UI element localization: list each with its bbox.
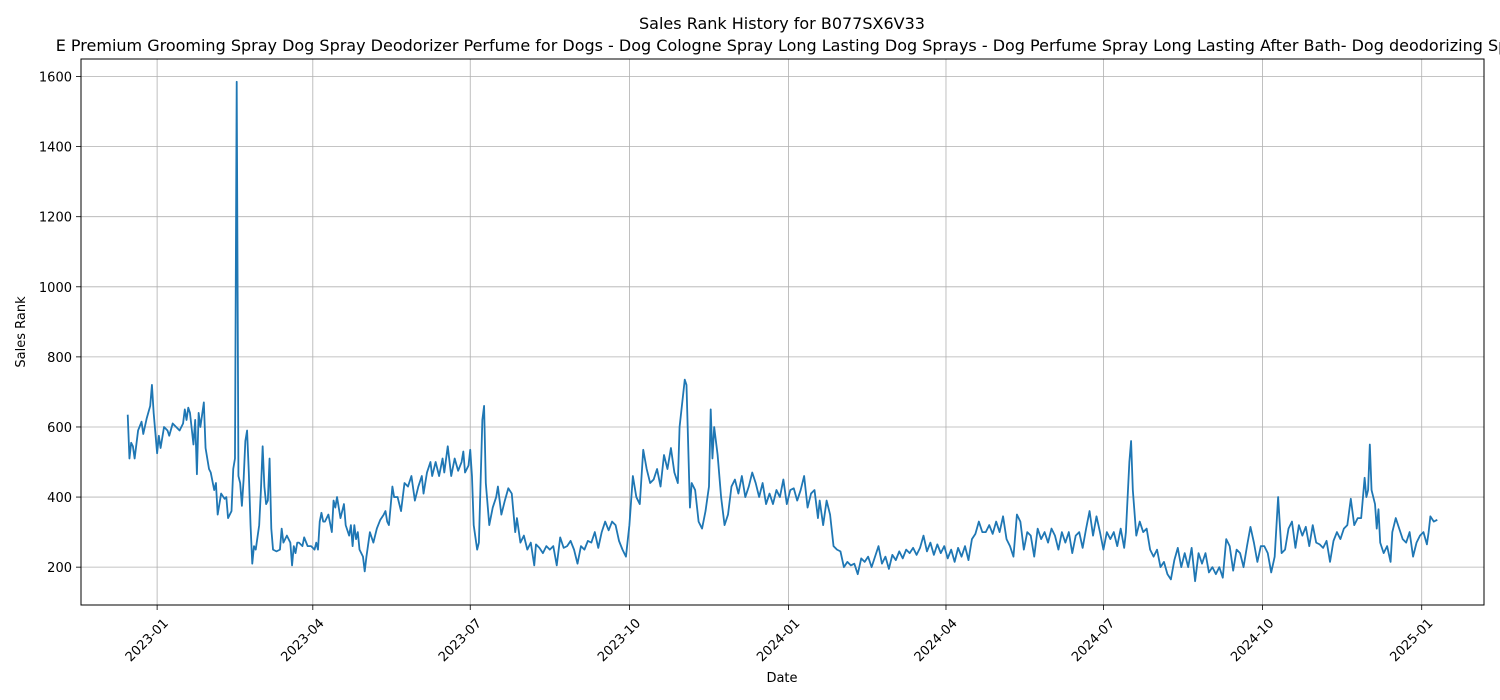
plot-area-frame [80, 58, 1485, 606]
x-axis-ticks: 2023-01 2023-04 2023-07 2023-10 2024-01 2024-… [123, 605, 1436, 665]
x-axis-label: Date [766, 671, 797, 686]
x-tick-label: 2023-07 [436, 616, 485, 665]
x-tick-label: 2024-07 [1069, 616, 1118, 665]
x-tick-label: 2023-04 [279, 616, 328, 665]
plot-lines [126, 80, 1438, 583]
y-tick-label: 400 [47, 491, 72, 506]
y-tick-label: 600 [47, 421, 72, 436]
y-tick-label: 1000 [39, 281, 72, 296]
x-tick-label: 2023-10 [595, 616, 644, 665]
y-tick-label: 1600 [39, 71, 72, 86]
chart-subtitle: E Premium Grooming Spray Dog Spray Deodo… [56, 36, 1500, 55]
sales-rank-series-line [126, 80, 1438, 583]
y-tick-label: 1200 [39, 211, 72, 226]
x-tick-label: 2024-10 [1228, 616, 1277, 665]
y-axis-label: Sales Rank [14, 296, 29, 368]
y-axis-ticks: 200 400 600 800 1000 1200 1400 1600 [39, 71, 81, 576]
y-tick-label: 200 [47, 561, 72, 576]
x-tick-label: 2024-04 [912, 616, 961, 665]
x-tick-label: 2024-01 [754, 616, 803, 665]
y-tick-label: 1400 [39, 141, 72, 156]
x-tick-label: 2025-01 [1387, 616, 1436, 665]
chart-title: Sales Rank History for B077SX6V33 [639, 14, 925, 33]
x-tick-label: 2023-01 [123, 616, 172, 665]
y-tick-label: 800 [47, 351, 72, 366]
grid-lines [81, 59, 1484, 605]
